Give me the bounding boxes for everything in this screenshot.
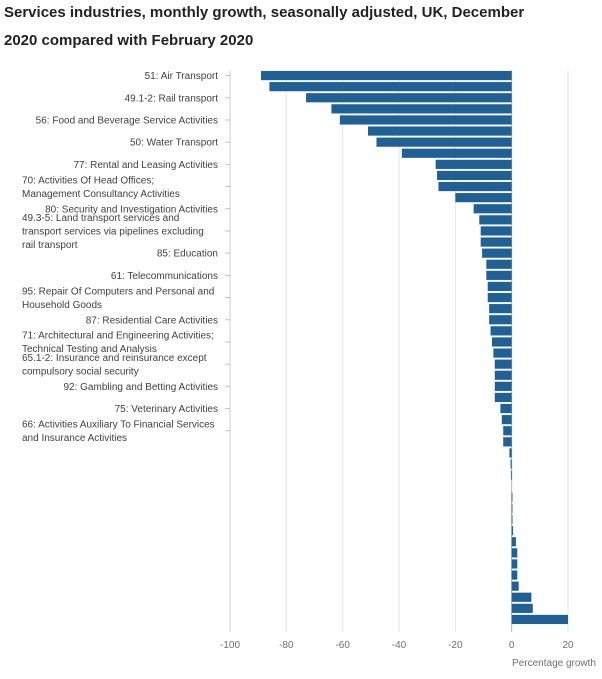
category-label: 77: Rental and Leasing Activities	[73, 160, 218, 171]
bar	[511, 592, 532, 602]
x-tick-label: -20	[448, 640, 463, 651]
bar	[331, 104, 512, 114]
category-label: 75: Veterinary Activities	[115, 404, 218, 415]
bar	[501, 415, 512, 425]
bar	[260, 70, 512, 81]
category-label: 49.1-2: Rail transport	[125, 93, 219, 104]
bar	[401, 148, 512, 158]
bar	[509, 448, 512, 458]
bar	[339, 115, 512, 125]
category-label: 50: Water Transport	[130, 138, 218, 149]
bar	[503, 437, 512, 447]
bar	[511, 603, 533, 613]
category-label: 49.3-5: Land transport services and trans…	[22, 213, 204, 251]
bar	[503, 426, 512, 436]
bar	[482, 248, 512, 258]
bar	[510, 459, 512, 469]
bar	[269, 82, 512, 92]
bar	[486, 270, 512, 280]
bar	[437, 170, 512, 181]
x-tick-label: -80	[279, 640, 294, 651]
bar	[511, 503, 513, 514]
x-tick-label: 0	[509, 640, 515, 651]
category-label: 65.1-2: Insurance and reinsurance except…	[22, 353, 207, 378]
bar	[500, 403, 512, 414]
category-label: 92: Gambling and Betting Activities	[63, 382, 218, 393]
category-label: 71: Architectural and Engineering Activi…	[22, 331, 214, 356]
category-label: 87: Residential Care Activities	[86, 315, 218, 326]
category-label: 51: Air Transport	[145, 71, 219, 82]
bar	[511, 570, 518, 580]
bar	[479, 215, 512, 225]
bar	[480, 237, 512, 247]
bar	[438, 181, 512, 192]
bar	[511, 548, 518, 558]
bar	[455, 193, 512, 203]
bar	[511, 559, 518, 569]
bar	[480, 226, 512, 236]
bar	[494, 381, 512, 391]
bar	[493, 348, 512, 358]
bar	[510, 470, 512, 480]
bar	[511, 514, 513, 525]
bar	[494, 370, 512, 380]
bar	[435, 159, 512, 169]
bar	[490, 326, 512, 336]
category-label: 56: Food and Beverage Service Activities	[36, 115, 218, 126]
bar	[473, 204, 512, 214]
category-labels: 51: Air Transport 49.1-2: Rail transport 5…	[22, 71, 230, 444]
bar	[511, 492, 513, 502]
bar	[368, 126, 512, 136]
bar	[494, 359, 512, 369]
bar	[376, 137, 512, 147]
bar	[511, 614, 568, 625]
x-axis-ticks: -100 -80 -60 -40 -20 0 20	[220, 640, 574, 651]
bar	[306, 93, 512, 103]
bar	[491, 337, 512, 347]
x-tick-label: -60	[335, 640, 350, 651]
bar	[494, 392, 512, 403]
bar	[511, 526, 514, 536]
chart-title-line-1: Services industries, monthly growth, sea…	[4, 4, 525, 21]
bars	[260, 70, 568, 625]
category-label: 61: Telecommunications	[111, 271, 218, 282]
bar	[486, 259, 512, 269]
chart-title-line-2: 2020 compared with February 2020	[4, 32, 254, 49]
bar	[511, 537, 516, 547]
bar	[487, 281, 512, 292]
category-label: 80: Security and Investigation Activitie…	[45, 204, 218, 215]
category-label: 70: Activities Of Head Offices; Managemen…	[22, 175, 180, 200]
x-tick-label: 20	[562, 640, 574, 651]
bar	[511, 581, 519, 591]
category-label: 95: Repair Of Computers and Personal and…	[22, 286, 214, 311]
category-label: 66: Activities Auxiliary To Financial Se…	[22, 420, 215, 445]
x-tick-label: -40	[392, 640, 407, 651]
x-tick-label: -100	[220, 640, 240, 651]
bar	[489, 304, 512, 314]
x-axis-label: Percentage growth	[512, 658, 596, 669]
gridlines	[229, 70, 569, 632]
bar	[489, 315, 512, 325]
bar	[487, 292, 512, 303]
category-label: 85: Education	[157, 249, 218, 260]
